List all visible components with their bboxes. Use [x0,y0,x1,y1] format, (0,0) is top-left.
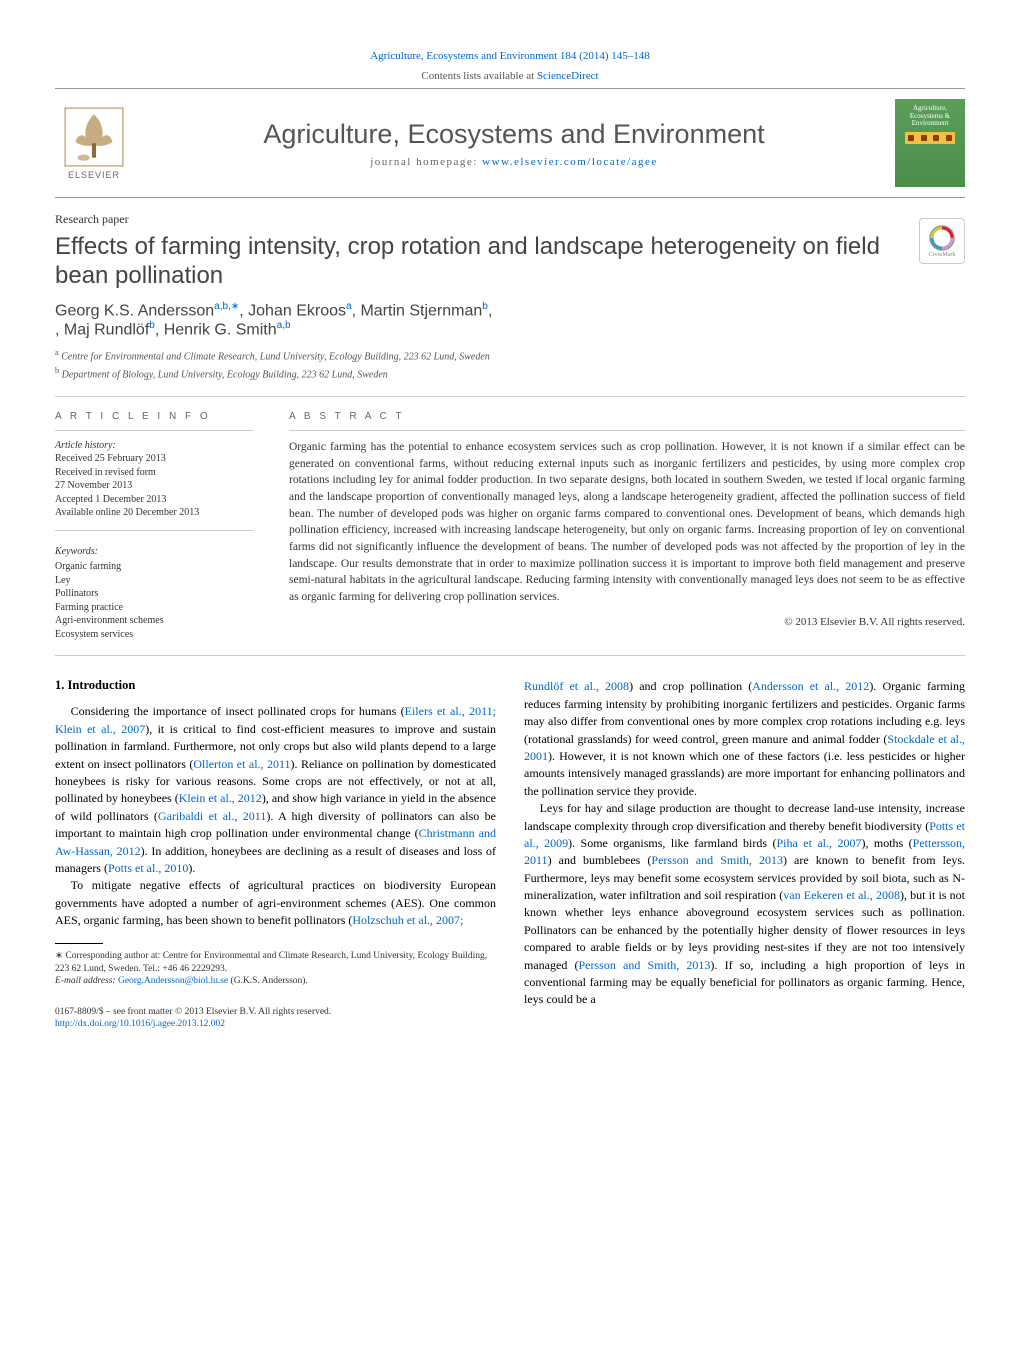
sciencedirect-link[interactable]: ScienceDirect [537,70,599,82]
p1a: Considering the importance of insect pol… [71,704,405,718]
c2p2b: ). Some organisms, like farmland birds ( [568,836,776,850]
article-info-column: A R T I C L E I N F O Article history: R… [55,397,271,656]
authors-list: Georg K.S. Anderssona,b,∗, Johan Ekroosa… [55,301,965,340]
homepage-prefix: journal homepage: [370,156,482,168]
bottom-info: 0167-8809/$ – see front matter © 2013 El… [55,1006,496,1031]
keyword-2: Ley [55,574,253,588]
cite-eekeren[interactable]: van Eekeren et al., 2008 [783,888,900,902]
body-col-left: 1. Introduction Considering the importan… [55,678,496,1030]
body-col-right: Rundlöf et al., 2008) and crop pollinati… [524,678,965,1030]
affiliations: a Centre for Environmental and Climate R… [55,347,965,382]
intro-para-1: Considering the importance of insect pol… [55,703,496,877]
c2p2d: ) and bumblebees ( [548,853,652,867]
keyword-5: Agri-environment schemes [55,614,253,628]
body-columns: 1. Introduction Considering the importan… [55,678,965,1030]
abstract-copyright: © 2013 Elsevier B.V. All rights reserved… [289,616,965,628]
received-date: Received 25 February 2013 [55,452,253,466]
author-4[interactable]: , Maj Rundlöf [55,321,149,338]
abstract-column: A B S T R A C T Organic farming has the … [271,397,965,656]
header-contents: Contents lists available at ScienceDirec… [55,70,965,82]
accepted-date: Accepted 1 December 2013 [55,493,253,507]
author-1[interactable]: Georg K.S. Andersson [55,302,214,319]
author-1-affil: a,b,∗ [214,301,239,312]
elsevier-logo[interactable]: ELSEVIER [55,99,133,187]
author-2[interactable]: , Johan Ekroos [239,302,346,319]
contents-prefix: Contents lists available at [421,70,536,82]
abstract-heading: A B S T R A C T [289,411,965,422]
c2p1a: ) and crop pollination ( [629,679,752,693]
issn-line: 0167-8809/$ – see front matter © 2013 El… [55,1006,496,1018]
cover-line3: Environment [912,120,949,128]
cite-holzschuh[interactable]: Holzschuh et al., 2007; [352,913,463,927]
affil-a: Centre for Environmental and Climate Res… [61,352,490,363]
author-5-affil: a,b [277,320,291,331]
crossmark-badge[interactable]: CrossMark [919,218,965,264]
journal-cover-thumb[interactable]: Agriculture, Ecosystems & Environment [895,99,965,187]
c2p1c: ). However, it is not known which one of… [524,749,965,798]
email-link[interactable]: Georg.Andersson@biol.lu.se [118,976,228,986]
cite-andersson[interactable]: Andersson et al., 2012 [752,679,869,693]
homepage-link[interactable]: www.elsevier.com/locate/agee [482,156,658,168]
elsevier-tree-icon [63,106,125,168]
header-bar: ELSEVIER Agriculture, Ecosystems and Env… [55,88,965,198]
p1g: ). [188,861,195,875]
cite-persson1[interactable]: Persson and Smith, 2013 [651,853,783,867]
email-label: E-mail address: [55,976,118,986]
corresponding-author-note: ∗ Corresponding author at: Centre for En… [55,950,496,975]
keyword-3: Pollinators [55,587,253,601]
affil-b: Department of Biology, Lund University, … [62,369,388,380]
article-title: Effects of farming intensity, crop rotat… [55,233,965,291]
keyword-6: Ecosystem services [55,628,253,642]
c2p2c: ), moths ( [861,836,912,850]
author-4-prefix: , [488,302,492,319]
crossmark-label: CrossMark [929,252,956,258]
cite-piha[interactable]: Piha et al., 2007 [776,836,861,850]
cite-garibaldi[interactable]: Garibaldi et al., 2011 [158,809,266,823]
email-line: E-mail address: Georg.Andersson@biol.lu.… [55,975,496,987]
revised-line1: Received in revised form [55,466,253,480]
c2p2a: Leys for hay and silage production are t… [524,801,965,832]
keyword-1: Organic farming [55,560,253,574]
journal-homepage: journal homepage: www.elsevier.com/locat… [133,156,895,168]
elsevier-text: ELSEVIER [68,170,120,180]
online-date: Available online 20 December 2013 [55,506,253,520]
cite-klein2012[interactable]: Klein et al., 2012 [179,791,262,805]
intro-para-2-cont: Rundlöf et al., 2008) and crop pollinati… [524,678,965,800]
keywords-label: Keywords: [55,545,253,559]
cite-rundlof[interactable]: Rundlöf et al., 2008 [524,679,629,693]
intro-para-3: Leys for hay and silage production are t… [524,800,965,1009]
cite-ollerton[interactable]: Ollerton et al., 2011 [193,757,290,771]
revised-line2: 27 November 2013 [55,479,253,493]
doi-link[interactable]: http://dx.doi.org/10.1016/j.agee.2013.12… [55,1019,225,1029]
history-label: Article history: [55,439,253,453]
abstract-text: Organic farming has the potential to enh… [289,439,965,606]
article-info-heading: A R T I C L E I N F O [55,411,253,422]
journal-title: Agriculture, Ecosystems and Environment [133,119,895,150]
keyword-4: Farming practice [55,601,253,615]
cover-strip-icon [905,132,955,144]
header-citation: Agriculture, Ecosystems and Environment … [55,50,965,62]
intro-para-2: To mitigate negative effects of agricult… [55,877,496,929]
section-1-heading: 1. Introduction [55,678,496,693]
author-3[interactable]: , Martin Stjernman [352,302,483,319]
article-type: Research paper [55,212,965,227]
author-5[interactable]: , Henrik G. Smith [155,321,277,338]
cite-potts2010[interactable]: Potts et al., 2010 [108,861,188,875]
footnote-separator [55,943,103,944]
email-suffix: (G.K.S. Andersson). [228,976,308,986]
crossmark-icon [928,224,956,252]
cite-persson2[interactable]: Persson and Smith, 2013 [579,958,711,972]
